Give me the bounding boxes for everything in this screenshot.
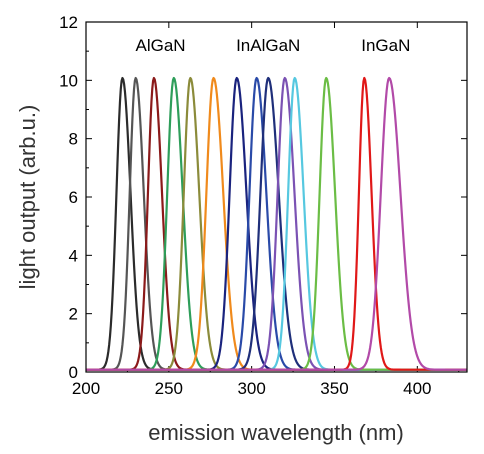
- y-tick-label: 12: [59, 13, 78, 32]
- x-tick-label: 350: [320, 379, 348, 398]
- plot-frame: [85, 21, 468, 373]
- y-tick-label: 4: [69, 246, 78, 265]
- y-tick-label: 2: [69, 305, 78, 324]
- annotation-inalgan: InAlGaN: [236, 36, 300, 55]
- y-axis-title: light output (arb.u.): [15, 105, 40, 290]
- spectrum-383nm: [85, 76, 468, 371]
- y-tick-label: 0: [69, 363, 78, 382]
- y-tick-label: 10: [59, 71, 78, 90]
- x-tick-label: 250: [155, 379, 183, 398]
- spectra: [85, 76, 468, 371]
- x-tick-label: 200: [72, 379, 100, 398]
- annotation-algan: AlGaN: [136, 36, 186, 55]
- x-axis-title: emission wavelength (nm): [148, 420, 404, 445]
- x-tick-label: 400: [403, 379, 431, 398]
- y-tick-label: 6: [69, 188, 78, 207]
- x-tick-label: 300: [237, 379, 265, 398]
- axes: 200 250 300 350 400 0 2 4 6 8 10 12: [59, 13, 467, 398]
- annotations: AlGaN InAlGaN InGaN: [136, 36, 411, 55]
- annotation-ingan: InGaN: [361, 36, 410, 55]
- y-tick-label: 8: [69, 130, 78, 149]
